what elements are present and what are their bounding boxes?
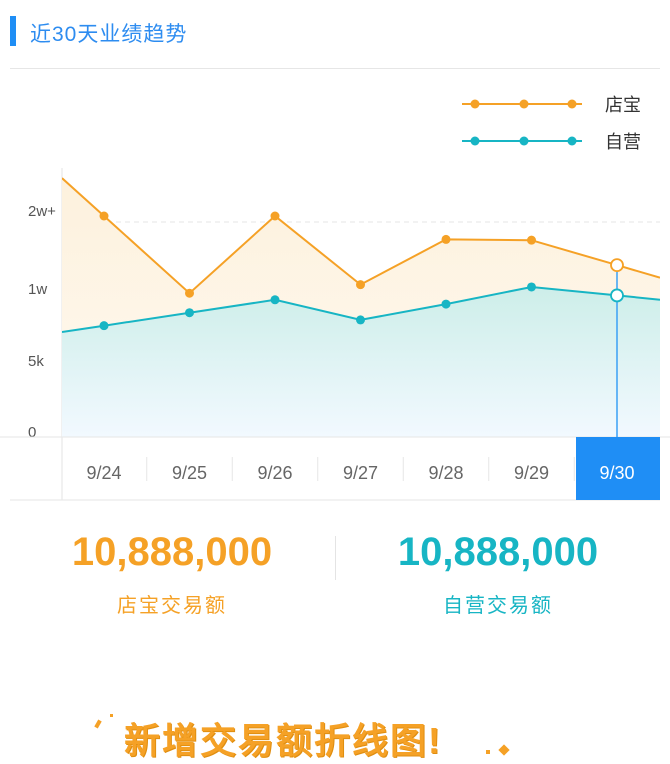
- data-point: [441, 299, 451, 309]
- data-point: [185, 308, 194, 318]
- data-point: [527, 235, 536, 245]
- data-point-selected: [610, 288, 624, 303]
- data-point: [185, 288, 194, 298]
- section-header: 近30天业绩趋势: [10, 12, 660, 69]
- data-point: [99, 321, 109, 331]
- y-tick-label: 0: [28, 424, 36, 441]
- y-tick-label: 2w+: [28, 203, 56, 220]
- stat-divider: [335, 536, 336, 580]
- promo-banner: 新增交易额折线图!: [0, 706, 670, 764]
- sparkle-icon: [110, 714, 113, 717]
- legend-marker: [567, 136, 577, 146]
- legend-marker: [519, 136, 529, 146]
- data-point: [270, 211, 280, 221]
- x-tick-label: 9/24: [86, 463, 121, 483]
- data-point: [99, 211, 109, 221]
- legend-marker: [519, 99, 529, 109]
- banner-text: 新增交易额折线图!: [124, 720, 442, 761]
- data-point: [356, 280, 365, 290]
- legend-marker: [470, 136, 480, 146]
- data-point: [527, 282, 536, 292]
- series-area: [62, 287, 660, 437]
- ziying-label: 自营交易额: [443, 595, 553, 617]
- stats-panel: 10,888,000 店宝交易额 10,888,000 自营交易额: [0, 530, 670, 620]
- ziying-stat: 10,888,000 自营交易额: [348, 530, 648, 618]
- legend-label: 店宝: [605, 95, 641, 115]
- legend-marker: [470, 99, 480, 109]
- dianbao-value: 10,888,000: [71, 530, 273, 574]
- data-point: [356, 315, 365, 325]
- x-tick-label: 9/26: [257, 463, 292, 483]
- y-tick-label: 1w: [28, 281, 47, 298]
- x-tick-label: 9/25: [172, 463, 207, 483]
- data-point: [270, 295, 280, 305]
- active-date-tab: [576, 437, 660, 500]
- x-tick-label: 9/30: [599, 463, 634, 483]
- data-point: [441, 234, 451, 244]
- sparkle-icon: [94, 719, 102, 729]
- legend-label: 自营: [605, 132, 641, 152]
- sparkle-icon: [498, 744, 510, 756]
- legend-marker: [567, 99, 577, 109]
- ziying-value: 10,888,000: [397, 530, 599, 574]
- x-tick-label: 9/29: [514, 463, 549, 483]
- y-tick-label: 5k: [28, 353, 44, 370]
- section-title: 近30天业绩趋势: [30, 23, 188, 46]
- sparkle-icon: [486, 750, 490, 754]
- x-tick-label: 9/28: [428, 463, 463, 483]
- x-tick-label: 9/27: [343, 463, 378, 483]
- data-point-selected: [610, 258, 624, 273]
- dianbao-stat: 10,888,000 店宝交易额: [22, 530, 322, 618]
- dianbao-label: 店宝交易额: [117, 595, 227, 617]
- header-accent-bar: [10, 16, 16, 46]
